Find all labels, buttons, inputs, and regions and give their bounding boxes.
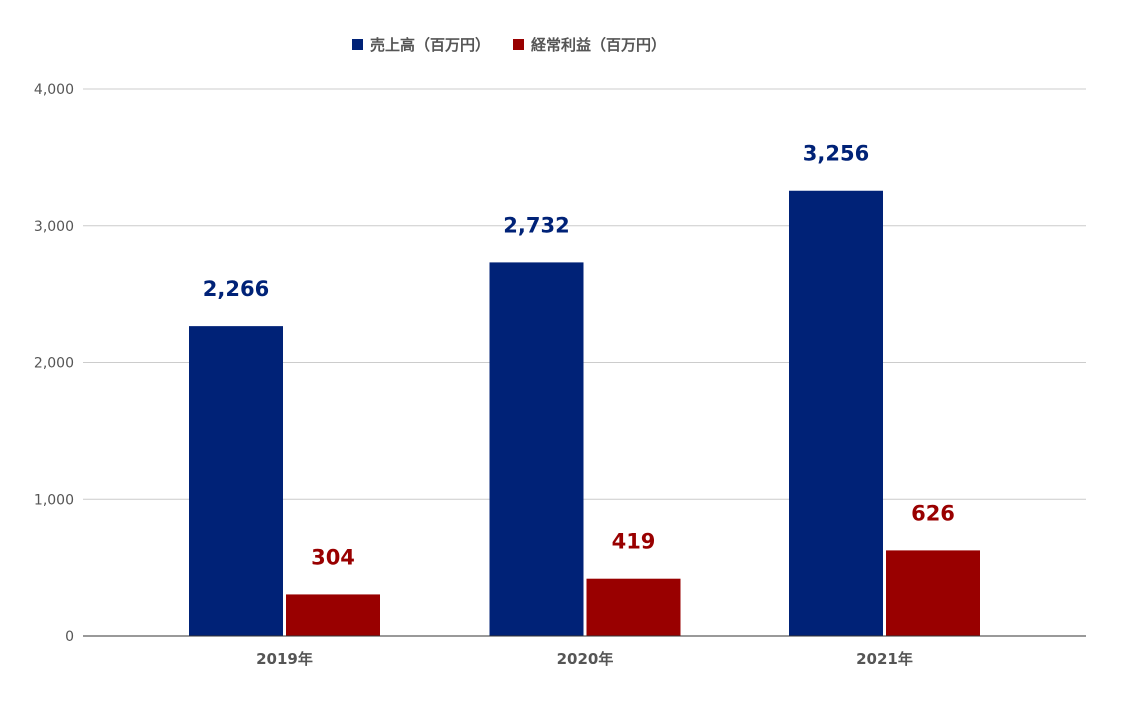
axes: 0 1,000 2,000 3,000 4,000 2019年 2020年 2021年 xyxy=(34,82,1086,668)
legend-label: 経常利益（百万円） xyxy=(531,36,666,54)
bar xyxy=(789,190,883,636)
y-tick-label: 3,000 xyxy=(34,219,74,235)
bar xyxy=(586,578,681,636)
bar xyxy=(286,594,380,636)
bars xyxy=(189,190,980,636)
data-label: 626 xyxy=(911,501,955,525)
legend-label: 売上高（百万円） xyxy=(370,36,490,54)
data-labels: 2,266 304 2,732 419 3,256 626 xyxy=(203,142,955,570)
y-tick-label: 0 xyxy=(65,629,74,645)
legend: 売上高（百万円） 経常利益（百万円） xyxy=(352,36,666,54)
legend-swatch xyxy=(352,39,363,50)
legend-swatch xyxy=(513,39,524,50)
y-tick-label: 1,000 xyxy=(34,492,74,508)
x-tick-label: 2019年 xyxy=(256,650,313,668)
data-label: 419 xyxy=(612,530,656,554)
data-label: 3,256 xyxy=(803,142,869,166)
bar xyxy=(886,550,980,636)
data-label: 2,732 xyxy=(503,213,569,237)
bar xyxy=(189,326,283,636)
y-tick-label: 2,000 xyxy=(34,356,74,372)
x-tick-label: 2021年 xyxy=(856,650,913,668)
x-tick-label: 2020年 xyxy=(557,650,614,668)
data-label: 304 xyxy=(311,545,355,569)
y-tick-label: 4,000 xyxy=(34,82,74,98)
bar xyxy=(489,262,584,636)
data-label: 2,266 xyxy=(203,277,269,301)
